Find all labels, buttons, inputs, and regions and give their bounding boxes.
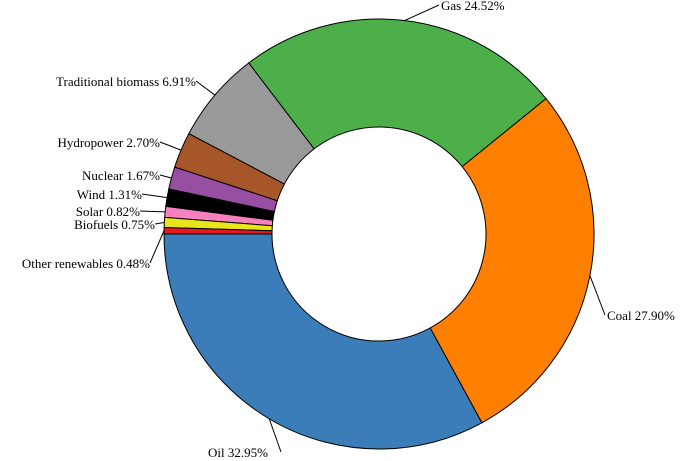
leader-line [404,4,440,21]
leader-line [139,210,166,213]
slice-coal [429,97,595,424]
leader-line [159,174,172,179]
slice-label: Biofuels 0.75% [74,217,155,232]
slice-other-renewables [163,227,273,235]
slice-gas [248,18,547,168]
leader-line [268,418,282,453]
leader-lines [139,4,606,453]
leader-line [195,80,216,96]
leader-line [141,193,168,199]
slice-label: Other renewables 0.48% [22,256,150,271]
slice-label: Coal 27.90% [607,308,675,323]
leader-line [154,221,165,225]
slice-label: Oil 32.95% [208,445,268,460]
slice-label: Nuclear 1.67% [82,168,160,183]
slice-label: Solar 0.82% [76,204,140,219]
slice-oil [163,233,483,450]
leader-line [159,141,182,151]
leader-line [589,275,606,316]
slice-label: Hydropower 2.70% [57,135,160,150]
leader-line [149,230,165,264]
donut-slices [163,18,595,450]
slice-labels: Oil 32.95% Coal 27.90% Gas 24.52% Tradition… [22,0,675,460]
slice-label: Traditional biomass 6.91% [56,74,196,89]
slice-label: Gas 24.52% [441,0,505,13]
slice-label: Wind 1.31% [77,187,142,202]
